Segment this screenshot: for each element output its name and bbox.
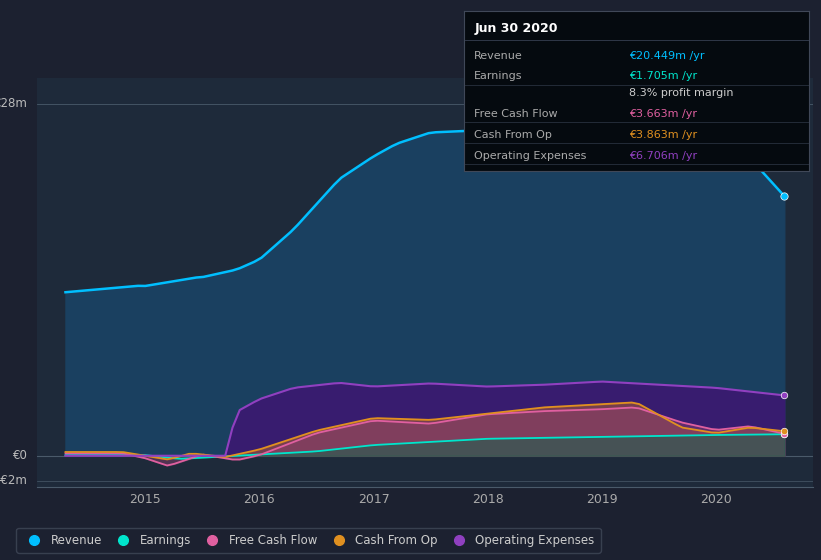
Text: €6.706m /yr: €6.706m /yr — [630, 151, 698, 161]
Text: Free Cash Flow: Free Cash Flow — [475, 109, 557, 119]
Text: €0: €0 — [13, 449, 28, 462]
Text: €1.705m /yr: €1.705m /yr — [630, 71, 698, 81]
Point — [777, 391, 791, 400]
Text: -€2m: -€2m — [0, 474, 28, 487]
Text: Earnings: Earnings — [475, 71, 523, 81]
Text: €3.863m /yr: €3.863m /yr — [630, 130, 698, 140]
Text: Jun 30 2020: Jun 30 2020 — [475, 22, 557, 35]
Text: €3.663m /yr: €3.663m /yr — [630, 109, 697, 119]
Point — [777, 430, 791, 438]
Text: Revenue: Revenue — [475, 51, 523, 61]
Text: €20.449m /yr: €20.449m /yr — [630, 51, 705, 61]
Text: €28m: €28m — [0, 97, 28, 110]
Text: Cash From Op: Cash From Op — [475, 130, 552, 140]
Text: 8.3% profit margin: 8.3% profit margin — [630, 87, 734, 97]
Point — [777, 427, 791, 436]
Text: Operating Expenses: Operating Expenses — [475, 151, 586, 161]
Legend: Revenue, Earnings, Free Cash Flow, Cash From Op, Operating Expenses: Revenue, Earnings, Free Cash Flow, Cash … — [16, 528, 600, 553]
Point — [777, 430, 791, 438]
Point — [777, 192, 791, 200]
